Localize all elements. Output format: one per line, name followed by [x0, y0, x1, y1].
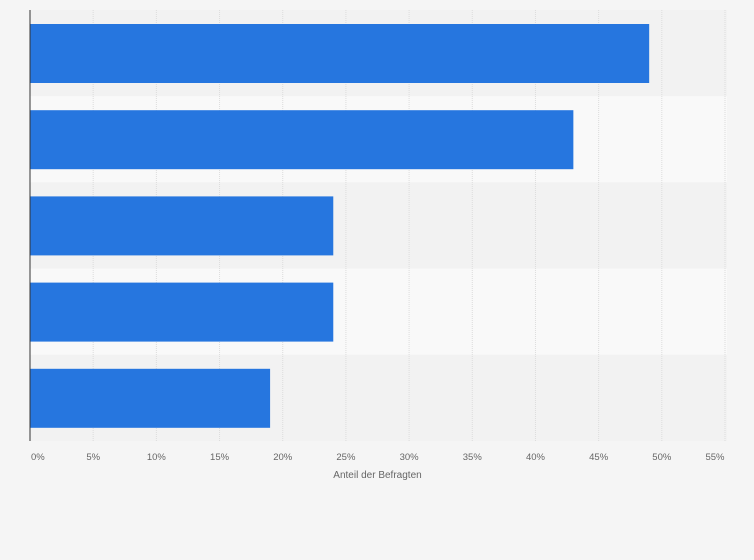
- x-tick-label: 10%: [147, 452, 167, 463]
- bar[interactable]: [30, 196, 334, 256]
- x-tick-label: 50%: [652, 452, 672, 463]
- x-axis-ticks: 0% 5% 10% 15% 20% 25% 30% 35% 40% 45% 50% 55%: [31, 452, 725, 463]
- x-tick-label: 20%: [273, 452, 293, 463]
- x-tick-label: 45%: [589, 452, 609, 463]
- bar[interactable]: [30, 24, 650, 83]
- x-tick-label: 5%: [86, 452, 100, 463]
- x-tick-label: 25%: [336, 452, 356, 463]
- x-tick-label: 0%: [31, 452, 45, 463]
- x-tick-label: 30%: [400, 452, 420, 463]
- bars-group: [30, 24, 650, 428]
- x-tick-label: 35%: [463, 452, 483, 463]
- x-tick-label: 55%: [705, 452, 725, 463]
- x-axis-label: Anteil der Befragten: [333, 470, 421, 481]
- bar[interactable]: [30, 282, 334, 342]
- x-tick-label: 15%: [210, 452, 230, 463]
- bar[interactable]: [30, 110, 574, 170]
- x-tick-label: 40%: [526, 452, 546, 463]
- bar[interactable]: [30, 368, 271, 428]
